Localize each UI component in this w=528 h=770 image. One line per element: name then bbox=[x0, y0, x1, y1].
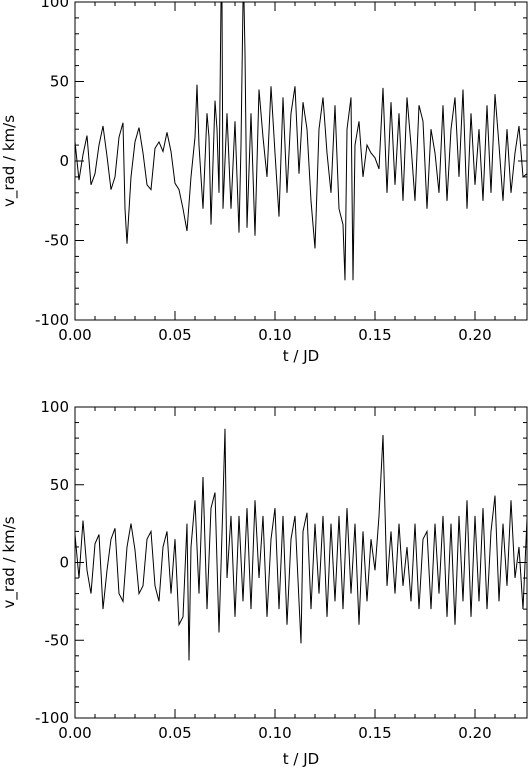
y-tick-label: -50 bbox=[45, 232, 70, 250]
y-tick-label: 50 bbox=[50, 476, 69, 494]
x-tick-label: 0.15 bbox=[358, 724, 391, 742]
y-tick-label: 0 bbox=[59, 554, 69, 572]
chart-panel-bottom: 0.00 0.05 0.10 0.15 0.20 -100 -50 0 50 100 t / JD v… bbox=[0, 398, 528, 768]
y-axis-title: v_rad / km/s bbox=[0, 516, 19, 608]
y-tick-label: 100 bbox=[40, 0, 69, 11]
chart-panel-top: 0.00 0.05 0.10 0.15 0.20 -100 -50 0 50 100 t / JD v… bbox=[0, 0, 528, 365]
x-tick-label: 0.00 bbox=[58, 326, 91, 344]
y-tick-label: 0 bbox=[59, 152, 69, 170]
x-tick-label: 0.20 bbox=[458, 724, 491, 742]
y-tick-label: 50 bbox=[50, 73, 69, 91]
y-tick-label: -50 bbox=[45, 631, 70, 649]
x-tick-label: 0.05 bbox=[158, 326, 191, 344]
y-tick-label: -100 bbox=[35, 709, 69, 727]
y-tick-label: 100 bbox=[40, 398, 69, 416]
x-tick-label: 0.05 bbox=[158, 724, 191, 742]
x-tick-label: 0.10 bbox=[258, 326, 291, 344]
series-line bbox=[74, 428, 528, 661]
x-tick-label: 0.15 bbox=[358, 326, 391, 344]
plot-frame bbox=[74, 406, 528, 719]
y-axis-title: v_rad / km/s bbox=[0, 115, 19, 207]
series-line bbox=[74, 1, 528, 281]
x-axis-title: t / JD bbox=[283, 347, 319, 365]
x-tick-label: 0.10 bbox=[258, 724, 291, 742]
y-tick-label: -100 bbox=[35, 311, 69, 329]
x-tick-label: 0.20 bbox=[458, 326, 491, 344]
plot-frame bbox=[74, 1, 528, 321]
x-tick-label: 0.00 bbox=[58, 724, 91, 742]
x-axis-title: t / JD bbox=[283, 750, 319, 768]
